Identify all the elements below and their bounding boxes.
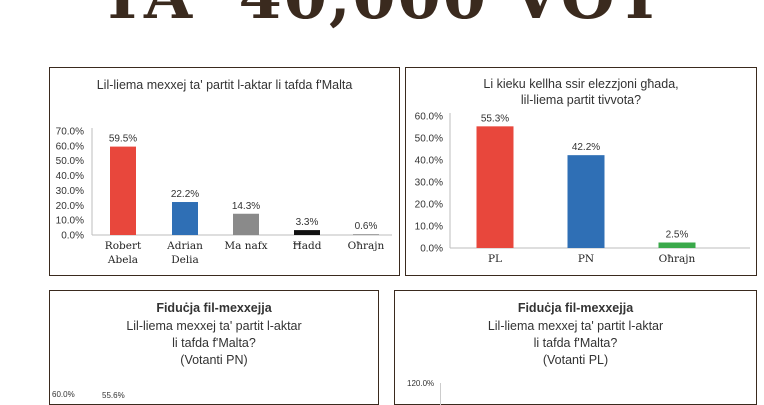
- category-label: Oħrajn: [348, 240, 385, 252]
- bar-value-label: 14.3%: [232, 201, 260, 212]
- category-label: PN: [578, 253, 594, 265]
- y-tick-label: 0.0%: [61, 231, 84, 242]
- chart-subtitle-line-2: li tafda f'Malta?: [172, 336, 256, 350]
- bar: [294, 230, 320, 235]
- chart-title: Fiduċja fil-mexxejja: [517, 301, 634, 315]
- y-tick-label: 120.0%: [407, 379, 435, 388]
- category-label: Ma nafx: [224, 240, 267, 252]
- category-label: Robert: [105, 240, 142, 252]
- bar-value-label: 3.3%: [296, 217, 319, 228]
- y-tick-label: 60.0%: [56, 141, 84, 152]
- bar-chart-vote-intention: 0.0% 10.0% 20.0% 30.0% 40.0% 50.0% 60.0% 55.3% P…: [415, 112, 750, 265]
- chart-title: Lil-liema mexxej ta' partit l-aktar li t…: [96, 78, 353, 92]
- y-tick-label: 70.0%: [56, 127, 84, 138]
- y-tick-label: 60.0%: [415, 112, 443, 123]
- bar: [658, 242, 696, 248]
- y-tick-label: 40.0%: [56, 171, 84, 182]
- chart-subtitle-line-1: Lil-liema mexxej ta' partit l-aktar: [487, 319, 664, 333]
- bar-chart-leader-trust: 0.0% 10.0% 20.0% 30.0% 40.0% 50.0% 60.0% 70.0% 5…: [56, 127, 392, 266]
- y-tick-label: 20.0%: [56, 201, 84, 212]
- bar-value-label: 59.5%: [109, 134, 137, 145]
- y-tick-label: 40.0%: [415, 156, 443, 167]
- bar-value-label: 55.6%: [102, 391, 125, 400]
- chart-panel-trust-pn-voters: Fiduċja fil-mexxejja Lil-liema mexxej ta…: [49, 290, 379, 405]
- y-tick-label: 30.0%: [56, 186, 84, 197]
- chart-title-line-1: Li kieku kellha ssir elezzjoni għada,: [483, 77, 679, 91]
- chart-title: Fiduċja fil-mexxejja: [156, 301, 272, 315]
- category-label: Delia: [171, 254, 199, 266]
- chart-subtitle-line-3: (Votanti PL): [542, 353, 609, 367]
- y-tick-label: 50.0%: [56, 156, 84, 167]
- headline: TA' 40,000 VOT: [0, 0, 764, 32]
- y-tick-label: 0.0%: [420, 244, 443, 255]
- bar-value-label: 22.2%: [171, 189, 199, 200]
- category-label: Adrian: [166, 240, 203, 252]
- bar-value-label: 42.2%: [572, 142, 600, 153]
- bar: [353, 234, 379, 235]
- y-tick-label: 60.0%: [52, 390, 75, 399]
- bar: [110, 146, 136, 235]
- chart-panel-vote-intention: Li kieku kellha ssir elezzjoni għada, li…: [405, 67, 757, 276]
- category-label: Abela: [107, 254, 138, 266]
- y-axis-line: [440, 383, 441, 405]
- y-tick-label: 10.0%: [415, 222, 443, 233]
- bar: [172, 202, 198, 235]
- chart-panel-trust-pl-voters: Fiduċja fil-mexxejja Lil-liema mexxej ta…: [394, 290, 757, 405]
- category-label: PL: [488, 253, 502, 265]
- chart-title-line-2: lil-liema partit tivvota?: [520, 93, 642, 107]
- category-label: Ħadd: [293, 240, 322, 252]
- bar: [476, 126, 514, 248]
- y-tick-label: 50.0%: [415, 134, 443, 145]
- bar: [567, 155, 605, 248]
- y-tick-label: 30.0%: [415, 178, 443, 189]
- bar-value-label: 0.6%: [355, 221, 378, 232]
- bar-value-label: 55.3%: [481, 113, 509, 124]
- bar: [233, 213, 259, 235]
- chart-subtitle-line-1: Lil-liema mexxej ta' partit l-aktar: [126, 319, 302, 333]
- category-label: Oħrajn: [659, 253, 696, 265]
- chart-subtitle-line-3: (Votanti PN): [180, 353, 248, 367]
- chart-subtitle-line-2: li tafda f'Malta?: [533, 336, 618, 350]
- y-tick-label: 10.0%: [56, 216, 84, 227]
- bar-value-label: 2.5%: [666, 230, 689, 241]
- y-tick-label: 20.0%: [415, 200, 443, 211]
- chart-panel-leader-trust: Lil-liema mexxej ta' partit l-aktar li t…: [49, 67, 400, 276]
